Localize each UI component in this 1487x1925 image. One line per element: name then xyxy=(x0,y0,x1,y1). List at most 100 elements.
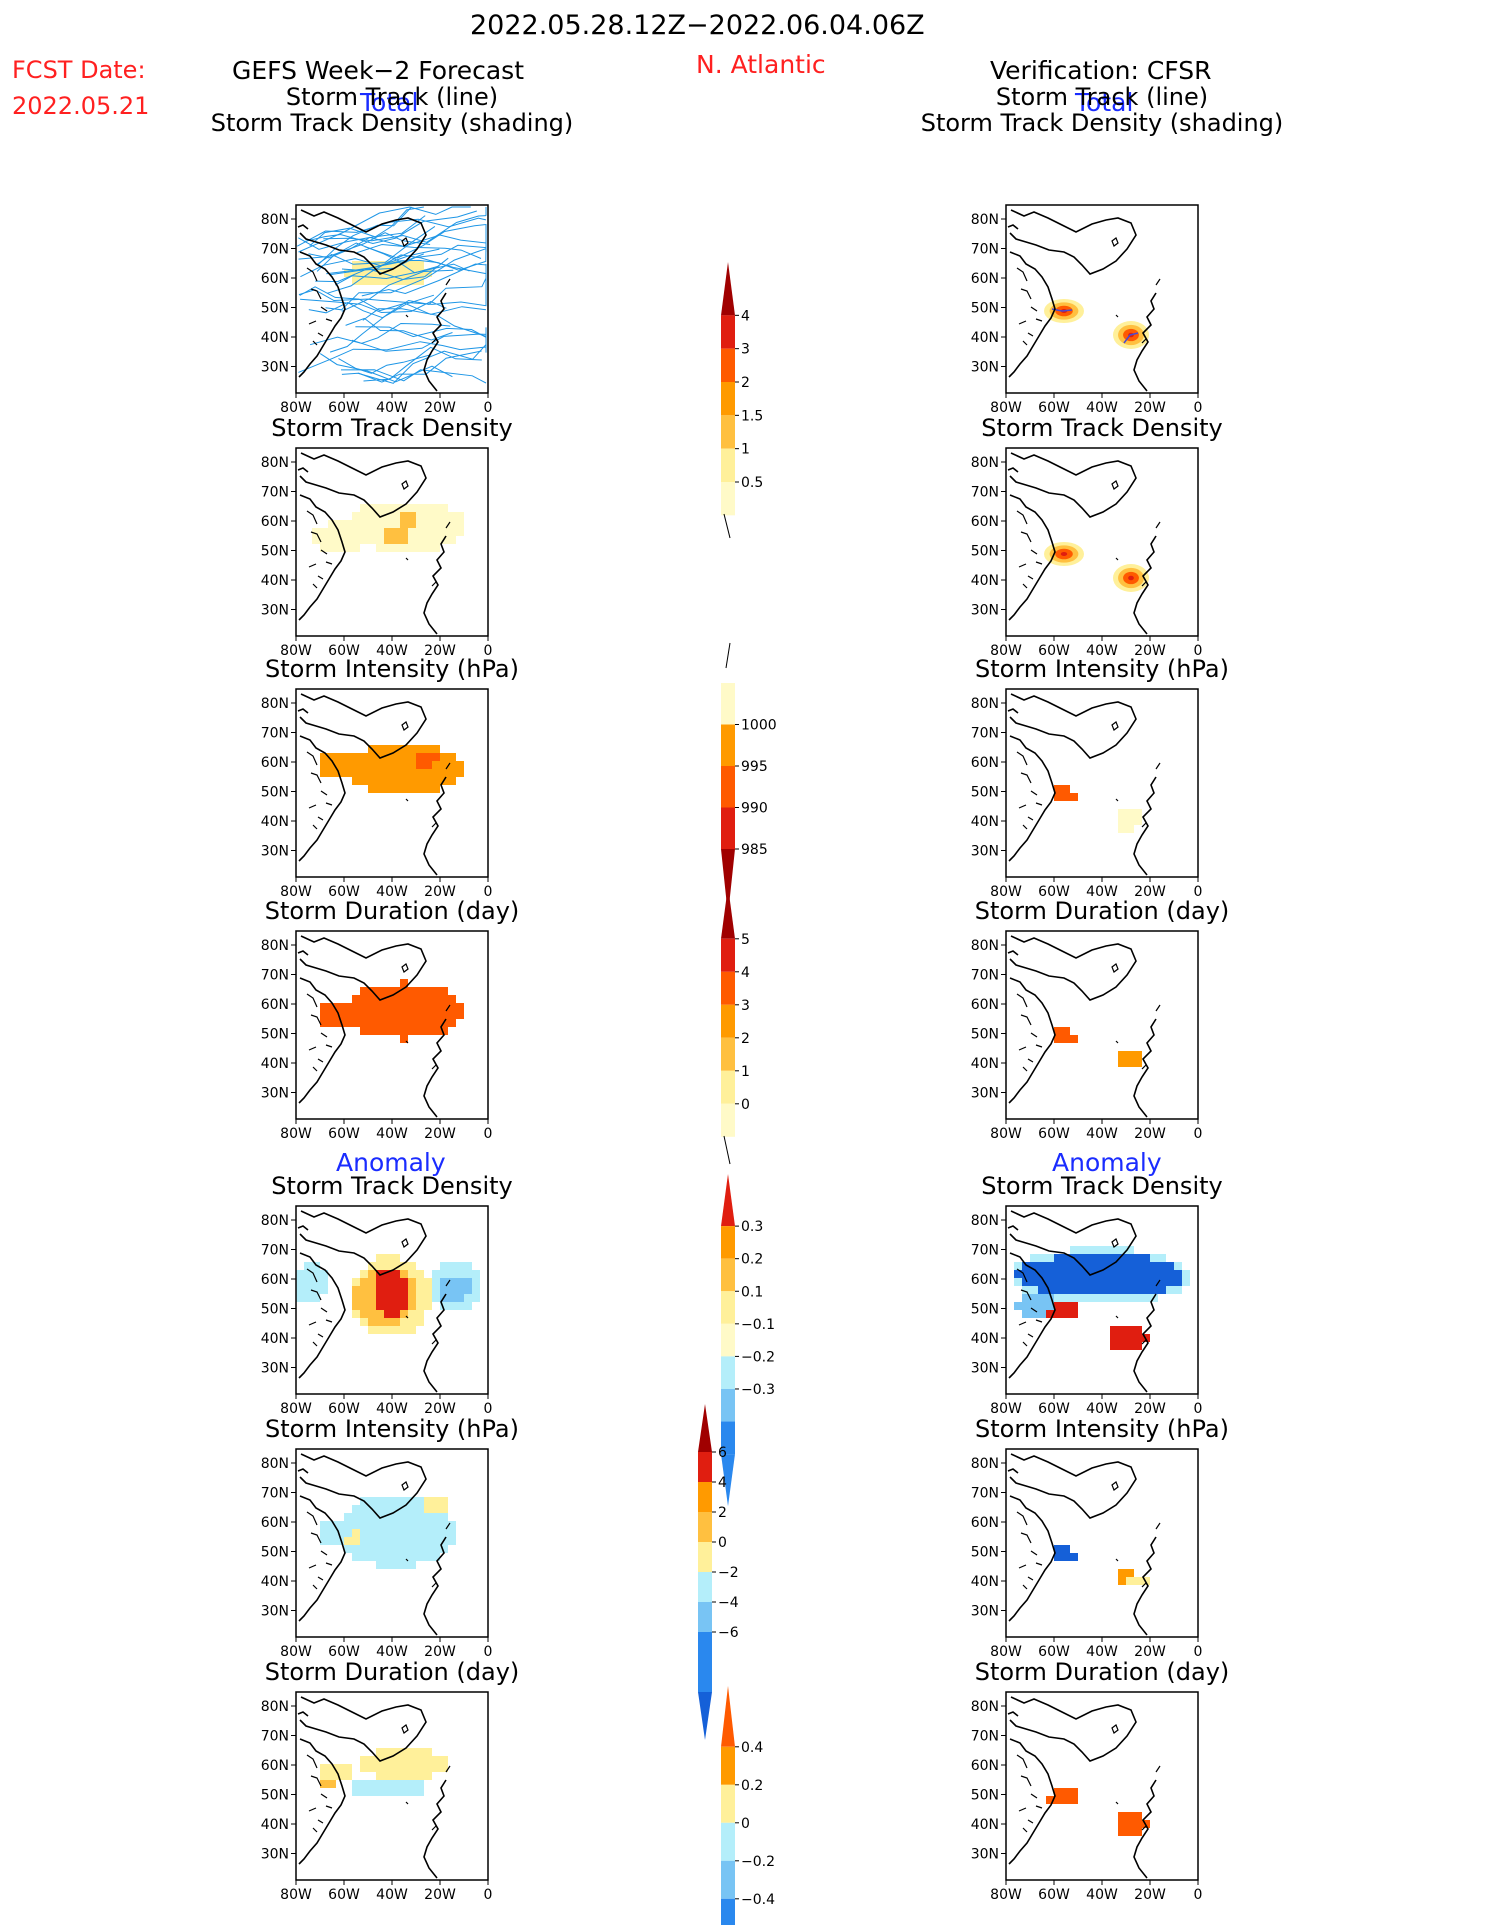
shading-cell xyxy=(360,753,368,761)
fcst-date-value: 2022.05.21 xyxy=(12,92,150,120)
shading-cell xyxy=(416,753,424,761)
shading-cell xyxy=(448,1537,456,1545)
shading-cell xyxy=(336,761,344,769)
shading-cell xyxy=(1134,1270,1142,1278)
shading-cell xyxy=(1070,1302,1078,1310)
shading-cell xyxy=(384,269,392,277)
shading-cell xyxy=(400,520,408,528)
lon-tick-label: 80W xyxy=(990,400,1022,416)
lat-tick-label: 70N xyxy=(971,485,999,501)
shading-cell xyxy=(1062,1310,1070,1318)
shading-cell xyxy=(352,1780,360,1788)
shading-cell xyxy=(424,1545,432,1553)
total-label-right: Total xyxy=(1075,88,1134,117)
shading-cell xyxy=(416,1505,424,1513)
shading-cell xyxy=(336,544,344,552)
shading-cell xyxy=(384,536,392,544)
shading-cell xyxy=(400,504,408,512)
shading-cell xyxy=(1118,1059,1126,1067)
colorbar-swatch xyxy=(698,1512,712,1542)
shading-cell xyxy=(424,528,432,536)
lat-tick-label: 70N xyxy=(261,1729,289,1745)
verification-title-duration: Storm Duration (day) xyxy=(975,897,1230,925)
shading-cell xyxy=(1126,1059,1134,1067)
shading-cell xyxy=(360,995,368,1003)
lat-tick-label: 60N xyxy=(971,755,999,771)
shading-cell xyxy=(448,769,456,777)
shading-cell xyxy=(352,1545,360,1553)
shading-cell xyxy=(1062,1553,1070,1561)
shading-cell xyxy=(360,1505,368,1513)
verification-map-panel: 80N 70N 60N 50N 40N 30N 80W 60W 40W 20W 0 xyxy=(971,688,1202,900)
shading-cell xyxy=(1038,1286,1046,1294)
shading-cell xyxy=(368,1027,376,1035)
shading-cell xyxy=(416,777,424,785)
shading-cell xyxy=(376,1537,384,1545)
shading-cell xyxy=(368,1756,376,1764)
shading-cell xyxy=(320,528,328,536)
colorbar-label: 4 xyxy=(741,965,750,981)
shading-cell xyxy=(464,1294,472,1302)
shading-cell xyxy=(352,1505,360,1513)
coastline xyxy=(1007,935,1161,1118)
shading-cell xyxy=(424,1505,432,1513)
shading-cell xyxy=(384,1003,392,1011)
shading-cell xyxy=(432,520,440,528)
shading-cell xyxy=(376,1553,384,1561)
shading-cell xyxy=(416,261,424,269)
lat-tick-label: 80N xyxy=(261,1699,289,1715)
anomaly-label-left: Anomaly xyxy=(336,1148,446,1177)
shading-cell xyxy=(408,504,416,512)
colorbar-label: 0 xyxy=(718,1535,727,1551)
shading-cell xyxy=(344,1772,352,1780)
shading-cell xyxy=(368,1270,376,1278)
shading-cell xyxy=(448,761,456,769)
shading-cell xyxy=(440,1270,448,1278)
colorbar-triangle xyxy=(721,886,735,939)
shading-cell xyxy=(392,1497,400,1505)
shading-cell xyxy=(1126,1294,1134,1302)
shading-cell xyxy=(384,1505,392,1513)
shading-cell xyxy=(1070,1553,1078,1561)
shading-cell xyxy=(1126,1278,1134,1286)
lat-tick-label: 80N xyxy=(971,696,999,712)
shading-cell xyxy=(440,528,448,536)
lon-tick-label: 20W xyxy=(424,1644,456,1660)
shading-cell xyxy=(368,1310,376,1318)
shading-cell xyxy=(392,1286,400,1294)
shading-cell xyxy=(368,1302,376,1310)
lat-tick-label: 70N xyxy=(971,1486,999,1502)
shading-cell xyxy=(1022,1262,1030,1270)
shading-cell xyxy=(416,1756,424,1764)
shading-cell xyxy=(336,1521,344,1529)
shading-cell xyxy=(408,1553,416,1561)
shading-cell xyxy=(336,536,344,544)
shading-cell xyxy=(392,1027,400,1035)
shading-cell xyxy=(448,1270,456,1278)
shading-cell xyxy=(400,1521,408,1529)
shading-cell xyxy=(448,1294,456,1302)
shading-cell xyxy=(416,1780,424,1788)
shading-cell xyxy=(1038,1270,1046,1278)
shading-cell xyxy=(360,1278,368,1286)
legend-tail xyxy=(723,513,731,539)
shading-cell xyxy=(1118,1326,1126,1334)
shading-cell xyxy=(1174,1278,1182,1286)
shading-cell xyxy=(344,544,352,552)
shading-cell xyxy=(408,261,416,269)
legend-anomaly-duration: 0.4 0.2 0 −0.2 −0.4 xyxy=(721,1686,775,1925)
shading-cell xyxy=(392,1003,400,1011)
shading-cell xyxy=(1174,1286,1182,1294)
forecast-map-panel: 80N 70N 60N 50N 40N 30N 80W 60W 40W 20W 0 xyxy=(261,1205,492,1417)
shading-cell xyxy=(440,1529,448,1537)
shading-cell xyxy=(368,1513,376,1521)
shading-cell xyxy=(336,1772,344,1780)
shading-cell xyxy=(336,1537,344,1545)
lat-tick-label: 70N xyxy=(261,1243,289,1259)
shading-cell xyxy=(400,1788,408,1796)
shading-cell xyxy=(448,512,456,520)
shading-cell xyxy=(360,1294,368,1302)
shading-cell xyxy=(344,769,352,777)
shading-cell xyxy=(320,1011,328,1019)
shading-cell xyxy=(368,536,376,544)
